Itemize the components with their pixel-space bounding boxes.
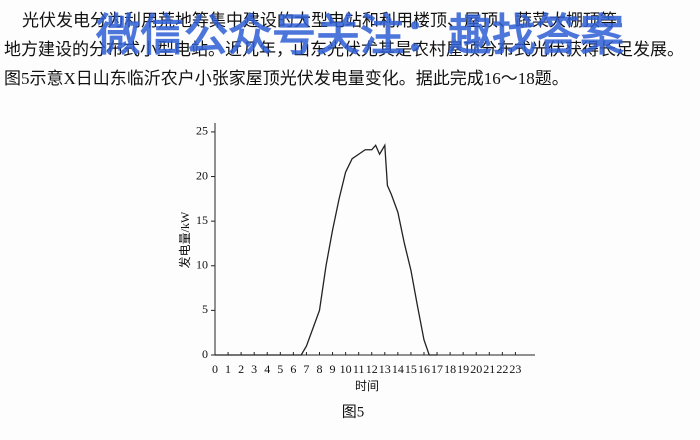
y-tick-label: 20 [196, 168, 208, 182]
x-tick-label: 18 [444, 362, 456, 376]
y-tick-label: 25 [196, 124, 208, 138]
x-tick-label: 19 [457, 362, 469, 376]
line [215, 143, 438, 356]
x-tick-label: 7 [303, 362, 309, 376]
x-tick-label: 6 [290, 362, 296, 376]
x-tick-label: 15 [405, 362, 417, 376]
x-tick-label: 2 [238, 362, 244, 376]
y-tick-label: 0 [202, 347, 208, 361]
x-tick-label: 1 [225, 362, 231, 376]
watermark: 微信公众号关注：趣找答案 [95, 10, 625, 61]
y-tick-label: 10 [196, 258, 208, 272]
caption: 图5 [342, 403, 365, 420]
x-tick-label: 8 [316, 362, 322, 376]
x-tick-label: 5 [277, 362, 283, 376]
x-tick-label: 23 [509, 362, 521, 376]
x-tick-label: 12 [366, 362, 378, 376]
x-tick-label: 21 [483, 362, 495, 376]
x-tick-label: 16 [418, 362, 430, 376]
x-tick-label: 20 [470, 362, 482, 376]
paragraph-line: 图5示意X日山东临沂农户小张家屋顶光伏发电量变化。据此完成16～18题。 [4, 69, 569, 88]
y-tick-label: 5 [202, 302, 208, 316]
x-tick-label: 22 [496, 362, 508, 376]
x-tick-label: 13 [379, 362, 391, 376]
x-tick-label: 9 [330, 362, 336, 376]
paragraph-line: 地方建设的分布式小型电站。近几年，山东光伏尤其是农村屋顶分布式光伏获得长足发展。 [4, 40, 684, 59]
x-tick-label: 11 [353, 362, 365, 376]
x-axis-label: 时间 [355, 379, 379, 393]
x-tick-label: 3 [251, 362, 257, 376]
x-tick-label: 14 [392, 362, 404, 376]
x-tick-label: 10 [340, 362, 352, 376]
x-tick-label: 17 [431, 362, 443, 376]
y-tick-label: 15 [196, 213, 208, 227]
x-tick-label: 4 [264, 362, 270, 376]
x-tick-label: 0 [212, 362, 218, 376]
paragraph-line: 光伏发电分为利用荒地等集中建设的大型电站和利用楼顶、屋顶、蔬菜大棚顶等 [22, 11, 617, 30]
y-axis-label: 发电量/kW [177, 211, 192, 268]
